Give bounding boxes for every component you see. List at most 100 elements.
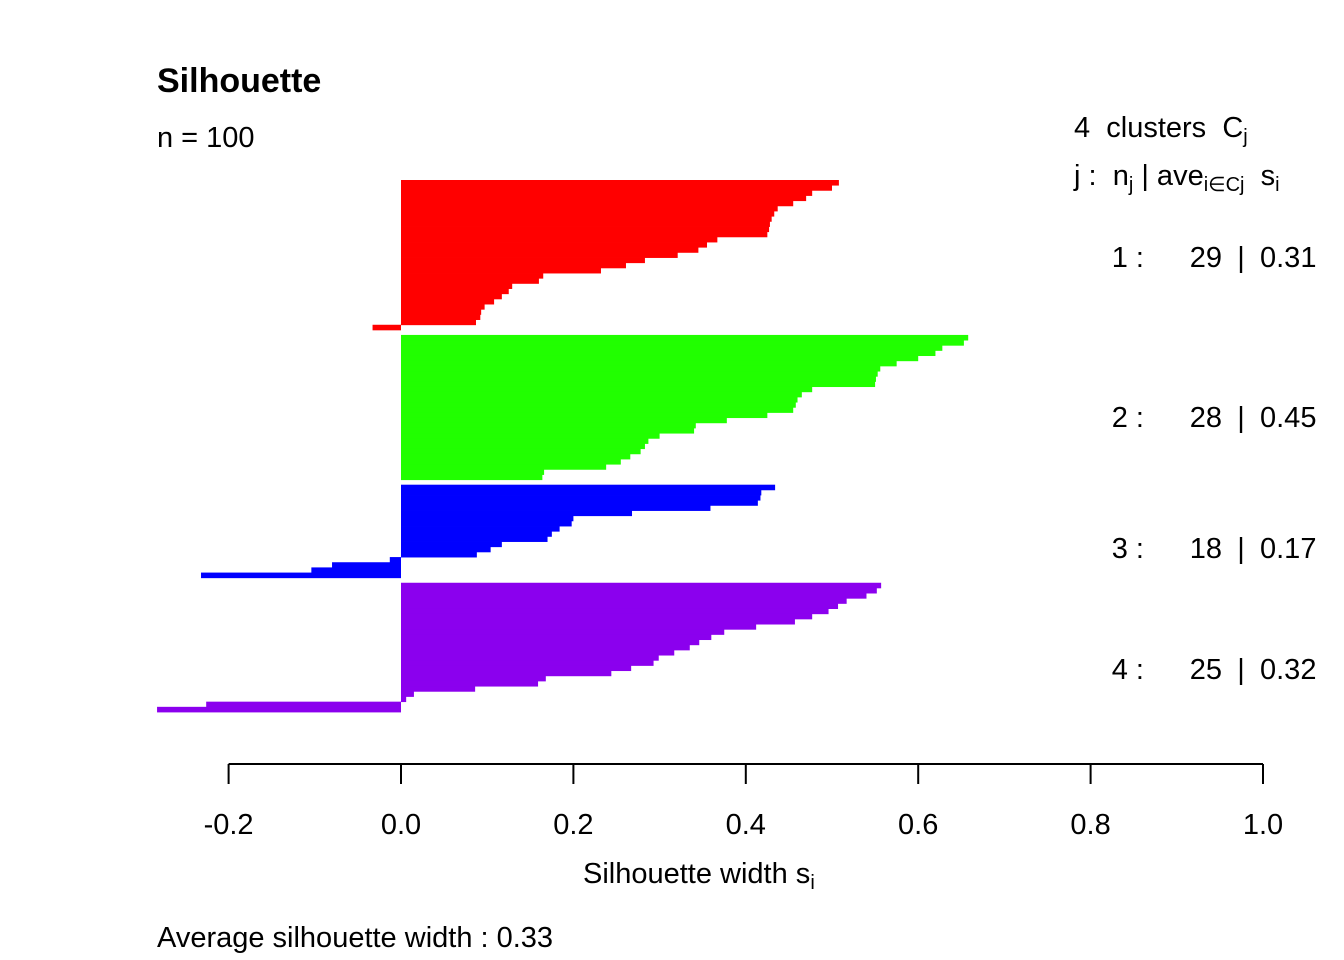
silhouette-bar-c2-17 xyxy=(401,417,727,424)
silhouette-bar-c4-1 xyxy=(401,582,882,589)
silhouette-bar-c3-16 xyxy=(332,562,401,568)
silhouette-bar-c4-10 xyxy=(401,629,725,635)
silhouette-bar-c1-3 xyxy=(401,190,813,196)
silhouette-bar-c1-21 xyxy=(401,283,513,289)
silhouette-bar-c2-28 xyxy=(401,474,543,481)
silhouette-bar-c2-6 xyxy=(401,360,897,367)
silhouette-bar-c2-12 xyxy=(401,391,802,398)
silhouette-bar-c4-12 xyxy=(401,639,700,646)
silhouette-bar-c4-18 xyxy=(401,670,612,677)
silhouette-bar-c2-13 xyxy=(401,396,798,403)
cluster-row-size: 18 xyxy=(1189,533,1222,565)
silhouette-bar-c4-6 xyxy=(401,608,829,615)
silhouette-bar-c1-6 xyxy=(401,205,778,212)
silhouette-bar-c2-10 xyxy=(401,381,876,388)
silhouette-bar-c1-28 xyxy=(401,319,476,326)
legend-subheader: j : nj | avei∈Cj si xyxy=(1074,160,1280,196)
x-tick-label: 0.4 xyxy=(726,809,766,841)
silhouette-bar-c4-24 xyxy=(206,701,401,708)
x-tick-label: -0.2 xyxy=(204,809,254,841)
cluster-symbol: C xyxy=(1222,112,1244,144)
cluster-row-4: 4 : 25 | 0.32 xyxy=(1100,656,1326,685)
average-width-label: Average silhouette width : 0.33 xyxy=(157,922,554,954)
cluster-row-1: 1 : 29 | 0.31 xyxy=(1100,244,1326,273)
silhouette-bar-c4-19 xyxy=(401,675,546,682)
silhouette-bar-c2-19 xyxy=(401,427,695,434)
silhouette-bar-c2-24 xyxy=(401,453,631,460)
silhouette-bar-c3-13 xyxy=(401,546,491,553)
legend-n: n xyxy=(1112,160,1129,192)
silhouette-bar-c1-5 xyxy=(401,200,794,207)
silhouette-bar-c1-24 xyxy=(401,298,495,305)
legend-header: 4 clusters Cj xyxy=(1074,112,1248,148)
silhouette-bar-c3-3 xyxy=(401,495,761,501)
silhouette-bar-c3-14 xyxy=(401,551,477,558)
silhouette-bar-c1-15 xyxy=(401,252,678,258)
silhouette-bar-c1-11 xyxy=(401,231,768,238)
silhouette-bar-c3-5 xyxy=(401,505,711,511)
silhouette-bar-c2-11 xyxy=(401,386,813,393)
silhouette-bar-c4-7 xyxy=(401,613,813,620)
silhouette-bar-c1-9 xyxy=(401,221,770,227)
legend-ave-sub: i∈Cj xyxy=(1203,174,1245,196)
x-axis: -0.2 0.0 0.2 0.4 0.6 0.8 1.0 xyxy=(204,763,1283,841)
silhouette-bar-c4-2 xyxy=(401,587,877,594)
cluster-row-size: 29 xyxy=(1189,242,1222,274)
x-tick-label: 0.0 xyxy=(381,809,421,841)
silhouette-bar-c2-7 xyxy=(401,365,881,372)
silhouette-bar-c1-4 xyxy=(401,195,807,202)
silhouette-bar-c1-2 xyxy=(401,185,832,191)
silhouette-bar-c4-14 xyxy=(401,649,675,656)
silhouette-bar-c2-8 xyxy=(401,371,878,377)
silhouette-bar-c2-20 xyxy=(401,433,660,439)
cluster-row-sep: | xyxy=(1237,402,1245,434)
silhouette-bar-c1-17 xyxy=(401,262,626,269)
silhouette-bar-c2-23 xyxy=(401,448,641,455)
silhouette-bar-c3-8 xyxy=(401,520,572,527)
silhouette-bar-c1-13 xyxy=(401,242,708,248)
cluster-row-sep: | xyxy=(1237,242,1245,274)
silhouette-bar-c2-22 xyxy=(401,443,645,450)
cluster-row-sep: | xyxy=(1237,654,1245,686)
silhouette-bar-c2-2 xyxy=(401,340,964,346)
silhouette-bar-c1-18 xyxy=(401,267,601,274)
silhouette-bar-c1-16 xyxy=(401,257,645,264)
silhouette-bar-c1-19 xyxy=(401,273,544,279)
x-tick-label: 0.2 xyxy=(553,809,593,841)
legend-n-sub: j xyxy=(1128,174,1134,196)
x-axis-label-text: Silhouette width s xyxy=(583,858,811,890)
silhouette-bar-c2-9 xyxy=(401,376,876,382)
silhouette-bar-c2-14 xyxy=(401,402,796,408)
silhouette-bar-c4-3 xyxy=(401,593,867,599)
silhouette-bar-c2-21 xyxy=(401,438,649,444)
silhouette-bar-c1-14 xyxy=(401,247,699,253)
n-count-label: n = 100 xyxy=(157,122,255,154)
legend-j: j : xyxy=(1074,160,1097,192)
cluster-row-label: 4 : xyxy=(1111,654,1144,686)
legend-s: s xyxy=(1260,160,1276,192)
cluster-row-avg: 0.32 xyxy=(1260,654,1317,686)
silhouette-bar-c3-6 xyxy=(401,510,633,517)
silhouette-bar-c4-8 xyxy=(401,618,795,625)
silhouette-bar-c4-20 xyxy=(401,680,539,687)
silhouette-bar-c1-23 xyxy=(401,293,502,300)
silhouette-bar-c3-4 xyxy=(401,500,758,506)
x-axis-label: Silhouette width si xyxy=(583,858,815,894)
cluster-row-label: 1 : xyxy=(1111,242,1144,274)
silhouette-bar-c1-8 xyxy=(401,216,772,222)
silhouette-bar-c3-11 xyxy=(401,536,548,542)
cluster-row-avg: 0.17 xyxy=(1260,533,1317,565)
bars-group xyxy=(157,180,969,713)
cluster-row-2: 2 : 28 | 0.45 xyxy=(1100,404,1326,433)
silhouette-bar-c3-17 xyxy=(311,567,401,573)
silhouette-bar-c2-16 xyxy=(401,412,768,419)
silhouette-bar-c4-13 xyxy=(401,644,690,651)
silhouette-bar-c4-15 xyxy=(401,655,659,661)
chart-title: Silhouette xyxy=(157,62,322,100)
silhouette-bar-c1-25 xyxy=(401,304,485,310)
cluster-row-size: 25 xyxy=(1189,654,1222,686)
silhouette-bar-c3-1 xyxy=(401,484,776,491)
silhouette-bar-c1-20 xyxy=(401,278,539,284)
silhouette-bar-c1-12 xyxy=(401,236,718,243)
